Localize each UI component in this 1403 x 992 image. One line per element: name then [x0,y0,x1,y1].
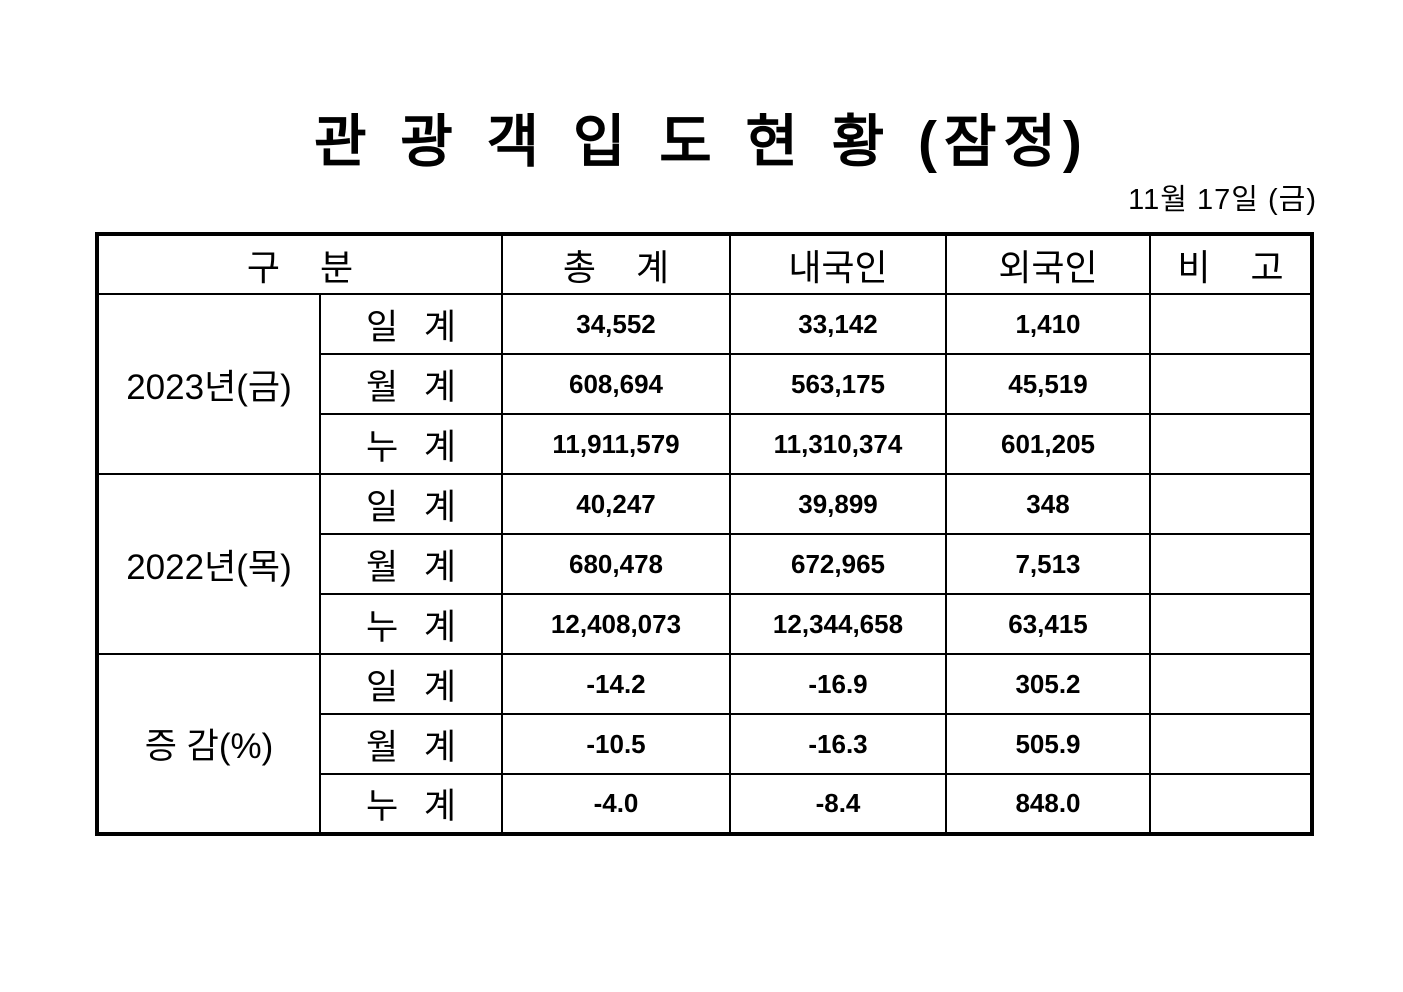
cell-total: -10.5 [501,713,731,775]
table-row: 월 계 608,694 563,175 45,519 [97,353,1313,415]
cell-domestic: 672,965 [729,533,947,595]
cell-remarks [1149,533,1313,595]
table-row: 누 계 -4.0 -8.4 848.0 [97,773,1313,835]
table-row: 2022년(목) 일 계 40,247 39,899 348 [96,473,1313,655]
cell-remarks [1149,713,1313,775]
cell-remarks [1149,293,1313,355]
header-domestic: 내국인 [729,233,947,295]
header-total: 총 계 [501,233,731,295]
header-category: 구 분 [96,233,503,295]
cell-foreign: 305.2 [945,653,1151,715]
header-row: 구 분 총 계 내국인 외국인 비 고 [96,233,1313,295]
group-label-2022: 2022년(목) [96,473,321,655]
cell-domestic: -8.4 [729,773,947,835]
cell-total: 680,478 [501,533,731,595]
cell-total: 12,408,073 [501,593,731,655]
table-row: 월 계 680,478 672,965 7,513 [97,533,1313,595]
page-title: 관 광 객 입 도 현 황 (잠정) [314,110,1089,174]
row-label: 일 계 [319,473,503,535]
row-label: 일 계 [319,653,503,715]
cell-domestic: 33,142 [729,293,947,355]
cell-domestic: 39,899 [729,473,947,535]
cell-total: 40,247 [501,473,731,535]
table-row: 증 감(%) 일 계 -14.2 -16.9 305.2 [96,653,1313,835]
report-date: 11월 17일 (금) [1128,184,1317,216]
cell-foreign: 45,519 [945,353,1151,415]
cell-total: 11,911,579 [501,413,731,475]
cell-remarks [1149,653,1313,715]
header-foreign: 외국인 [945,233,1151,295]
row-label: 일 계 [319,293,503,355]
cell-foreign: 505.9 [945,713,1151,775]
row-label: 누 계 [319,773,503,835]
table-row: 2023년(금) 일 계 34,552 33,142 1,410 [96,293,1313,475]
cell-foreign: 1,410 [945,293,1151,355]
row-label: 누 계 [319,413,503,475]
cell-domestic: 563,175 [729,353,947,415]
row-label: 월 계 [319,353,503,415]
cell-foreign: 63,415 [945,593,1151,655]
cell-total: 34,552 [501,293,731,355]
cell-domestic: -16.3 [729,713,947,775]
cell-domestic: -16.9 [729,653,947,715]
group-label-2023: 2023년(금) [96,293,321,475]
row-label: 월 계 [319,533,503,595]
cell-domestic: 11,310,374 [729,413,947,475]
row-label: 월 계 [319,713,503,775]
table-row: 누 계 11,911,579 11,310,374 601,205 [97,413,1313,475]
cell-total: -4.0 [501,773,731,835]
cell-foreign: 601,205 [945,413,1151,475]
cell-foreign: 348 [945,473,1151,535]
cell-total: -14.2 [501,653,731,715]
tourist-arrival-table: 구 분 총 계 내국인 외국인 비 고 2023년(금) 일 계 34,552 … [95,232,1314,836]
table-row: 월 계 -10.5 -16.3 505.9 [97,713,1313,775]
cell-remarks [1149,593,1313,655]
cell-remarks [1149,473,1313,535]
cell-total: 608,694 [501,353,731,415]
header-remarks: 비 고 [1149,233,1313,295]
cell-foreign: 848.0 [945,773,1151,835]
cell-domestic: 12,344,658 [729,593,947,655]
cell-remarks [1149,773,1313,835]
row-label: 누 계 [319,593,503,655]
cell-remarks [1149,353,1313,415]
group-label-change-pct: 증 감(%) [96,653,321,835]
table-row: 누 계 12,408,073 12,344,658 63,415 [97,593,1313,655]
cell-foreign: 7,513 [945,533,1151,595]
cell-remarks [1149,413,1313,475]
